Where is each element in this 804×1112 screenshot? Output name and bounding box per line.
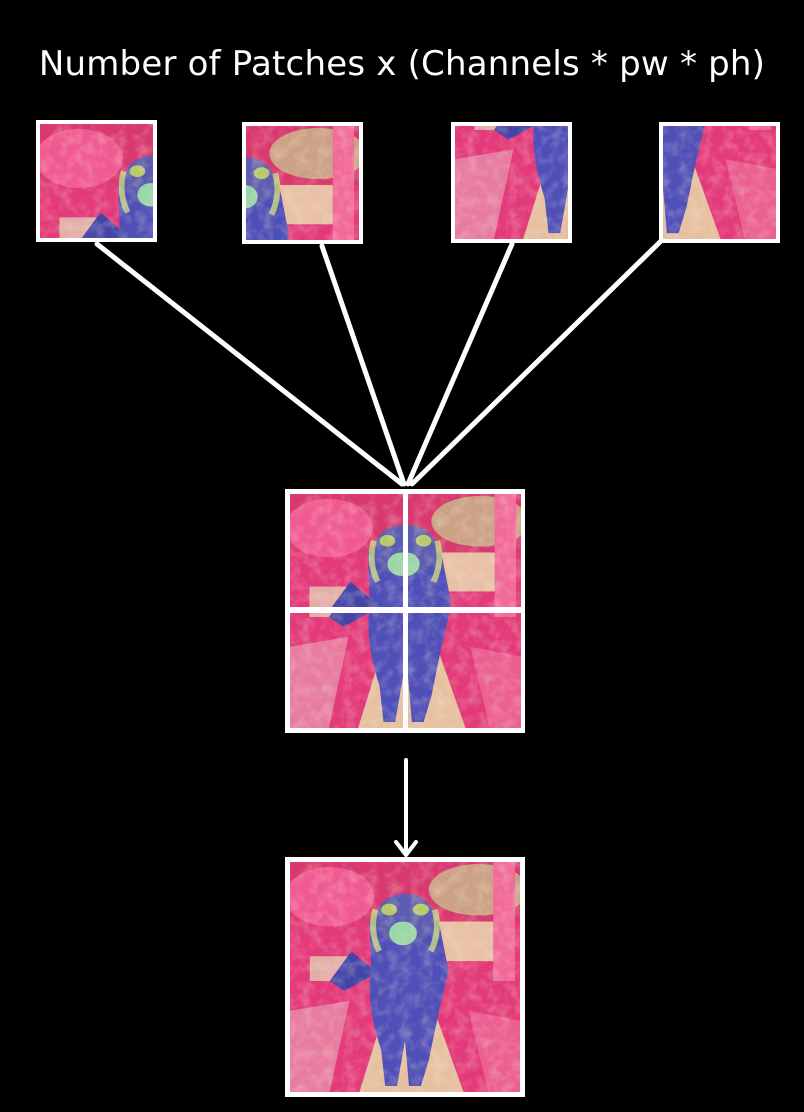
connector-lines	[94, 239, 663, 487]
connector-line-2	[319, 243, 407, 487]
connector-line-4	[409, 239, 663, 487]
diagram-title: Number of Patches x (Channels * pw * ph)	[38, 44, 766, 84]
patch-bottom-left	[451, 122, 572, 243]
patch-top-right	[242, 122, 363, 244]
connector-line-3	[405, 241, 515, 487]
patch-bottom-right	[659, 122, 780, 243]
assembled-patch-grid	[285, 489, 525, 733]
connector-line-1	[94, 241, 405, 487]
patch-top-left	[36, 120, 157, 242]
reconstructed-image	[285, 857, 525, 1097]
down-arrow-icon	[394, 758, 418, 857]
